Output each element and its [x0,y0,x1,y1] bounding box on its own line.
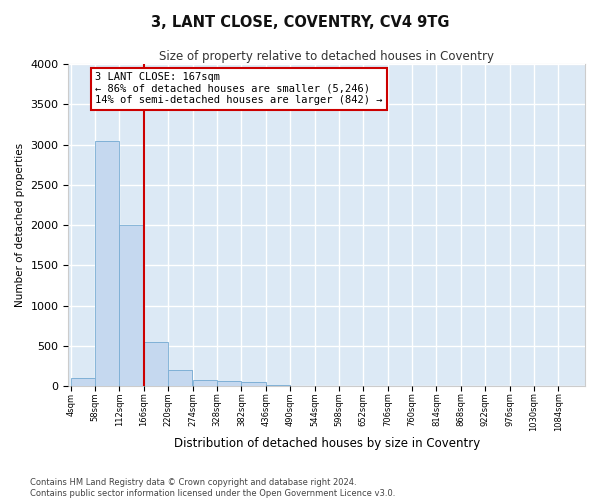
Text: 3, LANT CLOSE, COVENTRY, CV4 9TG: 3, LANT CLOSE, COVENTRY, CV4 9TG [151,15,449,30]
Bar [95,140,119,386]
Text: 3 LANT CLOSE: 167sqm
← 86% of detached houses are smaller (5,246)
14% of semi-de: 3 LANT CLOSE: 167sqm ← 86% of detached h… [95,72,383,106]
Bar [71,378,95,386]
Bar [217,382,241,386]
Bar [168,370,193,386]
Bar [144,342,168,386]
Bar [71,378,95,386]
X-axis label: Distribution of detached houses by size in Coventry: Distribution of detached houses by size … [173,437,480,450]
Bar [144,342,168,386]
Bar [95,140,119,386]
Bar [241,382,266,386]
Bar [119,225,143,386]
Title: Size of property relative to detached houses in Coventry: Size of property relative to detached ho… [159,50,494,63]
Bar [168,370,193,386]
Y-axis label: Number of detached properties: Number of detached properties [15,143,25,307]
Bar [119,225,143,386]
Bar [241,382,266,386]
Text: Contains HM Land Registry data © Crown copyright and database right 2024.
Contai: Contains HM Land Registry data © Crown c… [30,478,395,498]
Bar [193,380,217,386]
Bar [217,382,241,386]
Bar [193,380,217,386]
